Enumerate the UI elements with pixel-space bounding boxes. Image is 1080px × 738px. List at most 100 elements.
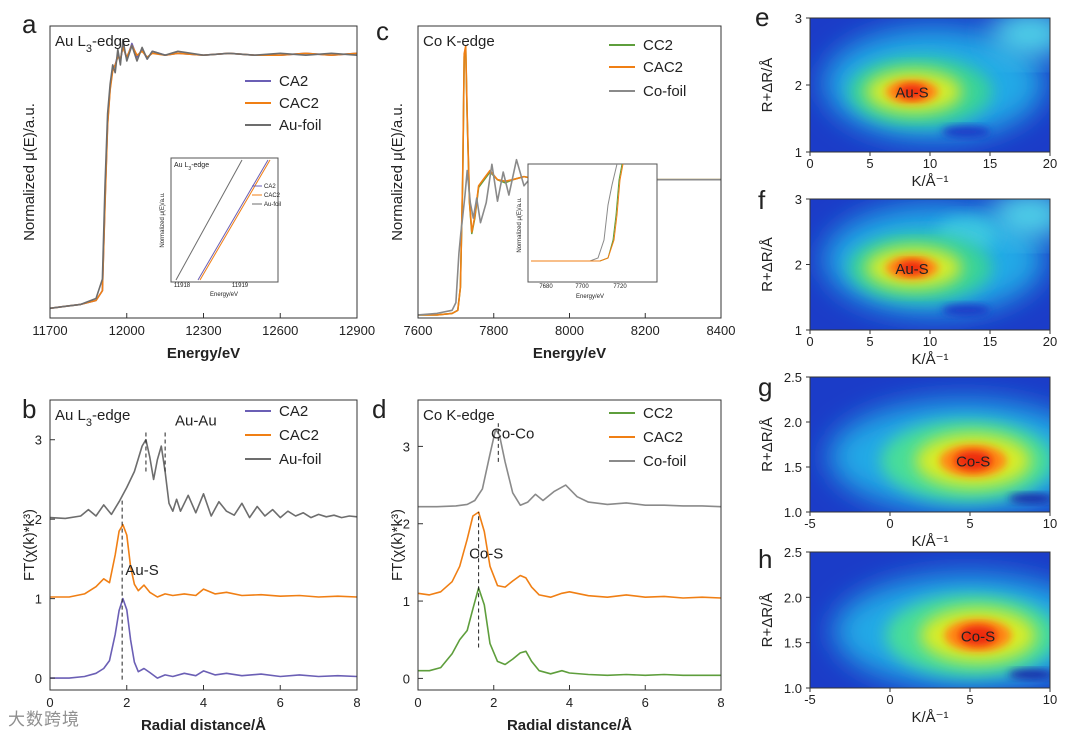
y-tick-label: 2.0 [784,590,802,605]
panel-d: d 0 2 4 6 8 0 1 2 3 Radial distance/Å FT(χ(k)*k³) Co… [372,394,725,734]
x-tick-label: 15 [983,156,997,171]
inset-legend-label: Au-foil [264,202,281,208]
inset-frame [527,163,658,283]
x-tick-label: 12300 [185,323,221,338]
inset-edge-label: Au L3-edge [174,162,209,172]
x-axis-label: K/Å⁻¹ [911,533,948,550]
x-tick-label: 2 [123,695,130,710]
heat-blob-dark [1008,493,1050,504]
series-line-cac2 [417,511,722,599]
panel-letter-c: c [376,16,389,46]
x-tick-label: 0 [414,695,421,710]
legend-label-cac2: CAC2 [279,95,319,112]
heat-blob-dark [942,304,990,317]
x-axis-label: Energy/eV [167,345,240,362]
inset-y-label: Normalized μ(E)/a.u. [160,192,166,247]
x-tick-label: 0 [886,692,893,707]
edge-label: Co K-edge [423,33,495,50]
x-tick-label: 10 [1043,516,1057,531]
panel-letter-d: d [372,394,386,424]
x-tick-label: 5 [966,692,973,707]
y-axis-label: FT(χ(k)*k³) [21,509,38,581]
x-tick-label: 5 [866,156,873,171]
x-tick-label: -5 [804,516,816,531]
x-axis-label: K/Å⁻¹ [911,709,948,726]
y-tick-label: 1.5 [784,636,802,651]
inset-line-cac2 [199,159,271,281]
panel-letter-a: a [22,9,37,39]
y-tick-label: 2.0 [784,415,802,430]
y-tick-label: 0 [35,671,42,686]
heat-blob-red [954,450,993,471]
y-tick-label: 3 [403,439,410,454]
y-axis-label: Normalized μ(E)/a.u. [21,103,38,241]
x-tick-label: 11700 [32,323,67,338]
edge-label: Co K-edge [423,407,495,424]
x-tick-label: 8 [717,695,724,710]
panel-letter-g: g [758,372,772,402]
peak-annotation: Co-Co [491,426,534,443]
inset-x-label: Energy/eV [576,294,604,300]
series-line-co-foil [418,428,722,508]
panel-g: g Co-S -5 0 5 10 1.0 1.5 2.0 2.5 K/Å⁻¹ R+ΔR/Å [758,370,1057,550]
heat-blob-red [897,84,927,100]
panel-f: f Au-S 0 5 10 15 20 1 2 3 K/Å⁻¹ R+ΔR/Å [758,185,1057,368]
y-tick-label: 1.5 [784,460,802,475]
series-line-au-foil [49,438,358,520]
inset-line-cac2 [531,163,624,262]
x-tick-label: 5 [966,516,973,531]
x-tick-label: 0 [806,156,813,171]
x-tick-label: 12000 [109,323,145,338]
inset-frame [170,157,279,283]
panel-a: a 11700 12000 12300 12600 12900 Energy/eV Norma… [21,9,375,362]
x-axis-label: K/Å⁻¹ [911,351,948,368]
y-axis-label: FT(χ(k)*k³) [389,509,406,581]
x-tick-label: 8200 [631,323,660,338]
y-axis-label: R+ΔR/Å [759,237,776,292]
panel-letter-f: f [758,185,766,215]
x-tick-label: 12600 [262,323,298,338]
series-line-cc2 [418,587,721,677]
inset-x-tick: 7720 [613,284,627,290]
heatmap-field [810,18,1050,152]
inset-line-ca2 [197,159,269,281]
y-tick-label: 2 [795,78,802,93]
inset-legend-label: CA2 [264,184,276,190]
legend-label-co-foil: Co-foil [643,83,686,100]
x-tick-label: 0 [46,695,53,710]
x-tick-label: 6 [642,695,649,710]
x-tick-label: 8 [353,695,360,710]
panel-h: h Co-S -5 0 5 10 1.0 1.5 2.0 2.5 K/Å⁻¹ R+ΔR/Å [758,544,1057,726]
legend-label-ca2: CA2 [279,73,308,90]
y-tick-label: 2 [795,258,802,273]
x-tick-label: 4 [200,695,207,710]
heatmap-field [810,199,1050,330]
x-tick-label: 10 [1043,692,1057,707]
panel-letter-e: e [755,2,769,32]
y-tick-label: 0 [403,671,410,686]
x-tick-label: 0 [886,516,893,531]
panel-letter-h: h [758,544,772,574]
y-tick-label: 2.5 [784,370,802,385]
plot-frame [809,551,1051,689]
series-line-ca2 [50,597,358,679]
series-line-au-foil [49,38,358,310]
heat-blob-red [958,625,998,646]
inset-legend-label: CAC2 [264,193,281,199]
y-tick-label: 1 [35,592,42,607]
heatmap-peak-label: Au-S [895,261,928,278]
x-tick-label: 7800 [479,323,508,338]
y-tick-label: 3 [35,433,42,448]
x-tick-label: 10 [923,334,937,349]
x-axis-label: Energy/eV [533,345,606,362]
panel-c: c 7600 7800 8000 8200 8400 Energy/eV Normalized… [376,16,735,362]
peak-annotation: Au-S [125,562,158,579]
inset-x-tick: 11919 [232,283,249,289]
edge-label: Au L3-edge [55,407,130,429]
y-axis-label: Normalized μ(E)/a.u. [389,103,406,241]
edge-label: Au L3-edge [55,33,130,55]
heatmap-peak-label: Co-S [961,628,995,645]
inset-x-tick: 7680 [539,284,553,290]
x-tick-label: 20 [1043,334,1057,349]
